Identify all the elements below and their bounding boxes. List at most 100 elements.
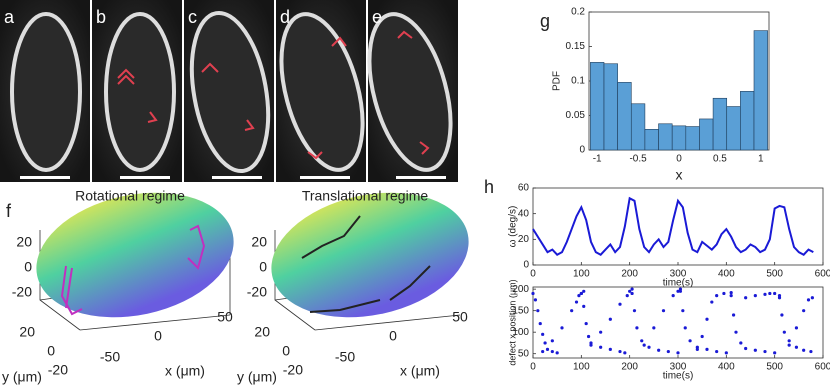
point [582, 304, 586, 308]
panel-label: d [280, 7, 290, 27]
x-tick-label: 500 [766, 269, 783, 280]
point [579, 291, 583, 296]
point [666, 349, 670, 354]
point [695, 347, 699, 351]
point [555, 351, 559, 355]
point [531, 291, 535, 296]
x-tick-label: 50 [217, 309, 233, 325]
point [763, 349, 767, 354]
x-tick-label: -50 [100, 349, 120, 365]
x-tick-label: 1 [758, 154, 764, 165]
y-axis-label: y (μm) [2, 369, 42, 385]
y-tick-label: 100 [512, 327, 529, 338]
y-tick-label: 0.1 [571, 76, 585, 87]
point [661, 309, 666, 313]
point [810, 296, 814, 300]
y-tick-label: 0.2 [571, 7, 585, 18]
x-tick-label: 200 [621, 362, 638, 373]
trajectory [301, 215, 431, 313]
z-tick-label: -20 [247, 284, 267, 300]
y-tick-label: 0 [282, 343, 290, 359]
point [787, 343, 791, 347]
point [802, 348, 806, 352]
y-tick-label: 150 [512, 305, 529, 316]
micro-panel [0, 0, 90, 182]
point [777, 296, 782, 300]
x-tick-label: 600 [815, 269, 830, 280]
point [628, 289, 632, 293]
z-tick-label: 20 [251, 234, 267, 250]
x-tick-label: 0 [154, 328, 162, 344]
point [739, 341, 743, 345]
y-tick-label: 20 [19, 324, 35, 340]
point [787, 339, 791, 343]
x-tick-label: 0.5 [713, 154, 727, 165]
y-tick-label: 0 [47, 343, 55, 359]
x-tick-label: 50 [452, 309, 468, 325]
x-tick-label: 0 [676, 154, 682, 165]
point [582, 289, 586, 293]
point [768, 291, 772, 296]
panel-label: f [6, 201, 12, 221]
x-axis-label: time(s) [663, 278, 694, 289]
y-tick-label: -20 [283, 362, 303, 378]
bar [658, 123, 673, 151]
y-axis-label: PDF [552, 71, 563, 91]
point [688, 339, 692, 343]
bar [712, 97, 728, 151]
panel-label: c [188, 7, 197, 27]
y-axis-label: defect x position (μm) [507, 279, 517, 365]
point [676, 351, 680, 355]
ellipsoid [271, 192, 469, 318]
y-tick-label: 200 [512, 284, 529, 295]
x-tick-label: 300 [670, 269, 687, 280]
z-tick-label: 0 [24, 259, 32, 275]
y-tick-label: 0 [523, 260, 529, 271]
z-tick-label: 20 [16, 234, 32, 250]
point [608, 317, 612, 321]
point [753, 348, 757, 352]
point [705, 317, 709, 321]
point [802, 309, 806, 313]
x-tick-label: 600 [815, 362, 830, 373]
point [577, 294, 581, 298]
bar [726, 106, 741, 151]
y-tick-label: -20 [48, 362, 68, 378]
x-tick-label: -0.5 [629, 154, 647, 165]
point [678, 289, 683, 293]
point [671, 294, 675, 298]
point [642, 343, 646, 347]
bar [603, 63, 618, 151]
point [729, 290, 733, 295]
bar [630, 103, 646, 151]
bar [740, 91, 755, 151]
point [657, 348, 661, 352]
micro-panel [367, 0, 458, 182]
x-tick-label: 0 [389, 328, 397, 344]
point [586, 334, 591, 339]
line [532, 196, 814, 256]
point [536, 309, 540, 313]
z-tick-label: 0 [259, 259, 267, 275]
point [640, 339, 644, 343]
x-tick-label: 0 [530, 362, 536, 373]
point [683, 326, 687, 330]
y-tick-label: 60 [518, 183, 530, 194]
y-tick-label: 50 [518, 348, 530, 359]
x-tick-label: 100 [573, 269, 590, 280]
point [545, 347, 550, 351]
panel-label: b [96, 7, 106, 27]
chart: 0 0.05 0.1 0.15 0.2 -1 -0.5 0 0.5 1 x PDF [552, 7, 770, 183]
point [794, 345, 799, 349]
point [632, 309, 637, 313]
y-tick-label: 40 [518, 208, 530, 219]
point [794, 326, 799, 330]
point [635, 326, 639, 330]
x-tick-label: 300 [670, 362, 687, 373]
point [734, 330, 738, 334]
point [574, 300, 579, 304]
point [744, 346, 748, 351]
x-tick-label: 400 [718, 269, 735, 280]
point [715, 294, 719, 298]
point [623, 351, 627, 355]
